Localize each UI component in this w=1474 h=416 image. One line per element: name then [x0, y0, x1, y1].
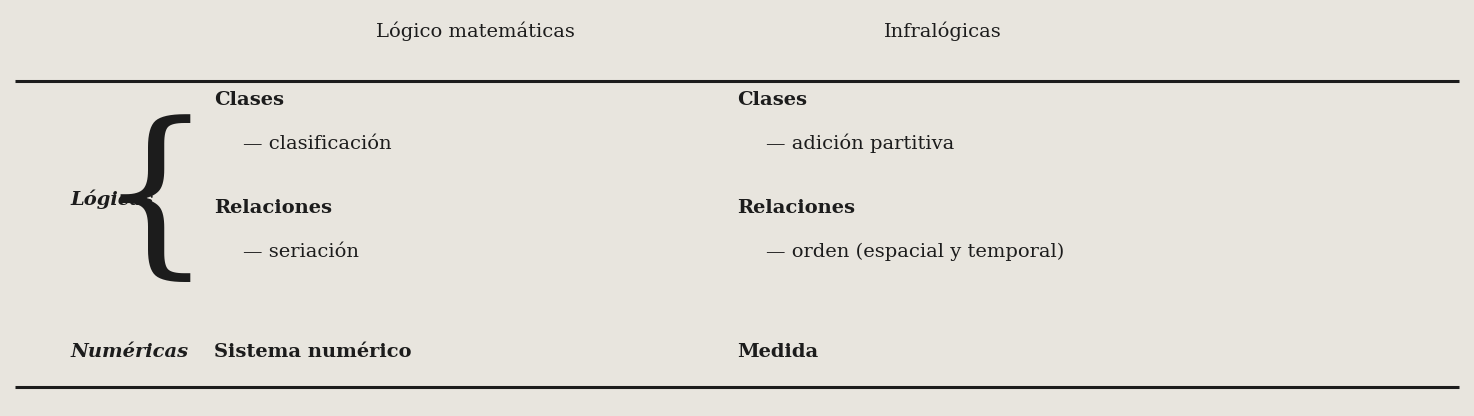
Text: — orden (espacial y temporal): — orden (espacial y temporal) — [766, 243, 1064, 261]
Text: Numéricas: Numéricas — [71, 342, 189, 361]
Text: Relaciones: Relaciones — [214, 199, 332, 217]
Text: — seriación: — seriación — [243, 243, 360, 261]
Text: — clasificación: — clasificación — [243, 134, 392, 153]
Text: Sistema numérico: Sistema numérico — [214, 342, 411, 361]
Text: Infralógicas: Infralógicas — [884, 22, 1002, 41]
Text: Lógicas: Lógicas — [71, 190, 153, 209]
Text: Clases: Clases — [737, 91, 806, 109]
Text: Lógico matemáticas: Lógico matemáticas — [376, 22, 575, 41]
Text: {: { — [97, 114, 212, 290]
Text: Medida: Medida — [737, 342, 818, 361]
Text: — adición partitiva: — adición partitiva — [766, 134, 955, 153]
Text: Relaciones: Relaciones — [737, 199, 855, 217]
Text: Clases: Clases — [214, 91, 283, 109]
